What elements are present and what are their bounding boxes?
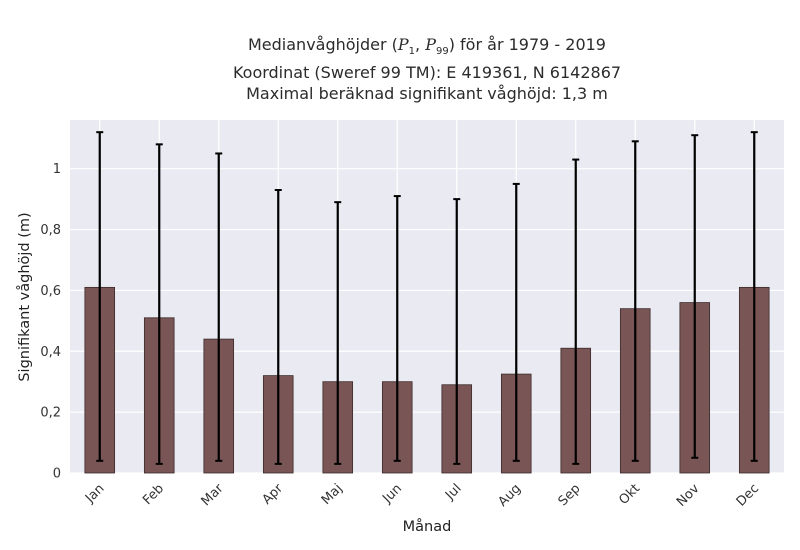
x-tick-label: Dec <box>734 481 762 509</box>
y-tick-label: 0 <box>53 467 61 482</box>
y-axis-title: Signifikant våghöjd (m) <box>16 212 33 381</box>
title-line-1: Medianvåghöjder (P1, P99) för år 1979 - … <box>248 35 606 58</box>
x-tick-label: Jul <box>442 481 464 503</box>
y-tick-labels: 0 0,2 0,4 0,6 0,8 1 <box>40 162 61 481</box>
x-axis-title: Månad <box>403 518 452 535</box>
x-tick-label: Apr <box>260 481 287 508</box>
x-tick-labels: Jan Feb Mar Apr Maj Jun Jul Aug Sep Okt Nov Dec <box>82 481 762 510</box>
x-tick-label: Feb <box>140 481 167 508</box>
y-tick-label: 0,4 <box>40 345 61 360</box>
y-tick-label: 0,2 <box>40 406 61 421</box>
x-tick-label: Aug <box>496 481 525 510</box>
x-tick-label: Jan <box>82 481 107 506</box>
y-tick-label: 1 <box>53 162 61 177</box>
y-tick-label: 0,8 <box>40 223 61 238</box>
title-line-3: Maximal beräknad signifikant våghöjd: 1,… <box>246 84 608 104</box>
x-tick-label: Okt <box>616 481 643 508</box>
error-bars <box>96 131 758 465</box>
x-tick-label: Nov <box>674 481 703 510</box>
x-tick-label: Mar <box>199 481 227 509</box>
title-line-2: Koordinat (Sweref 99 TM): E 419361, N 61… <box>232 63 622 83</box>
x-tick-label: Maj <box>319 481 346 508</box>
x-tick-label: Jun <box>379 481 405 507</box>
y-tick-label: 0,6 <box>40 284 61 299</box>
chart-title: Medianvåghöjder (P1, P99) för år 1979 - … <box>70 34 784 104</box>
plot-area <box>70 120 784 473</box>
x-tick-label: Sep <box>556 481 584 509</box>
